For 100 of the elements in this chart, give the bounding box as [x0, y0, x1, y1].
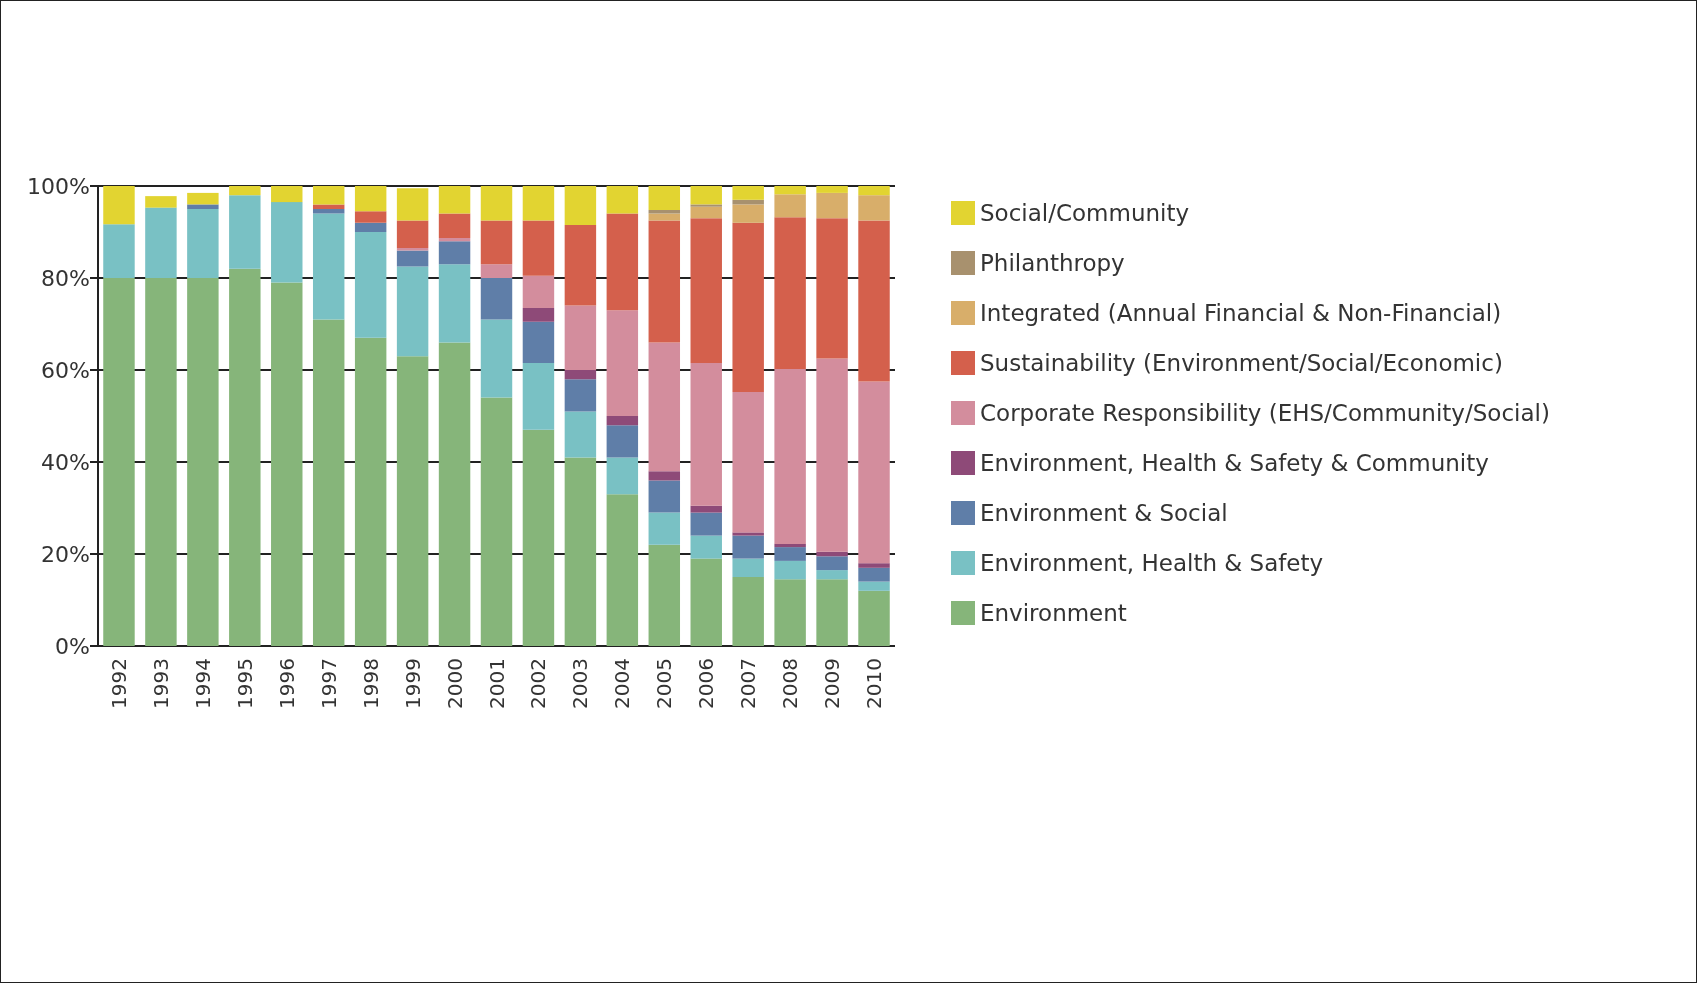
bar	[648, 544, 681, 646]
bar	[816, 579, 848, 646]
legend-label: Environment & Social	[980, 500, 1228, 526]
bar	[564, 305, 597, 370]
bar	[816, 358, 848, 552]
bar	[354, 232, 387, 338]
y-tick-label: 60%	[41, 357, 90, 383]
bar	[522, 307, 555, 322]
legend-label: Environment	[980, 600, 1127, 626]
legend-label: Environment, Health & Safety	[980, 550, 1324, 576]
bar	[438, 186, 471, 214]
bar	[648, 480, 681, 513]
bar	[354, 211, 387, 223]
bar	[774, 217, 806, 370]
bar	[732, 532, 764, 536]
bar	[858, 590, 890, 646]
bar	[690, 206, 722, 219]
bar	[858, 567, 890, 582]
bar	[438, 264, 471, 343]
bar	[522, 275, 555, 308]
bar	[648, 213, 681, 221]
bar	[858, 220, 890, 382]
bar	[732, 222, 764, 393]
bar	[606, 213, 639, 311]
x-tick-label: 1996	[274, 658, 299, 709]
bar	[606, 494, 639, 646]
bar	[103, 186, 135, 225]
y-tick-label: 100%	[27, 173, 90, 199]
bar	[103, 278, 135, 646]
x-tick-label: 1994	[190, 658, 215, 709]
x-tick-label: 2009	[820, 658, 845, 709]
bar	[312, 213, 345, 320]
x-tick-label: 1997	[316, 658, 341, 709]
x-tick-label: 2006	[694, 658, 719, 709]
bar	[732, 392, 764, 533]
x-tick-label: 2001	[484, 658, 509, 709]
bar	[271, 202, 303, 283]
x-tick-label: 2000	[442, 658, 467, 709]
bar	[187, 209, 219, 278]
bar	[648, 512, 681, 545]
bar	[438, 241, 471, 265]
bar	[145, 196, 177, 208]
y-tick-label: 20%	[41, 541, 90, 567]
bar	[145, 278, 177, 646]
bar	[438, 213, 471, 238]
bar	[271, 186, 303, 203]
bar	[564, 370, 597, 380]
bar	[522, 429, 555, 646]
bar	[816, 570, 848, 580]
x-tick-label: 1999	[400, 658, 425, 709]
bar	[354, 222, 387, 232]
bar	[732, 186, 764, 200]
bar	[858, 381, 890, 564]
x-tick-label: 1998	[358, 658, 383, 709]
bar	[229, 195, 261, 269]
bar	[480, 397, 513, 646]
bar	[648, 471, 681, 481]
bar	[606, 310, 639, 416]
x-tick-label: 2010	[862, 658, 887, 709]
bar	[480, 278, 513, 320]
bar	[732, 577, 764, 646]
bar	[271, 282, 303, 646]
x-tick-label: 2004	[610, 658, 635, 709]
bar	[690, 363, 722, 506]
bar	[648, 209, 681, 214]
bar	[564, 379, 597, 412]
bar	[312, 319, 345, 646]
bar	[522, 186, 555, 221]
bar	[480, 319, 513, 398]
bar	[690, 535, 722, 559]
bar	[438, 342, 471, 646]
bar	[396, 266, 429, 357]
bar	[690, 186, 722, 205]
bar	[816, 218, 848, 359]
x-tick-label: 2005	[652, 658, 677, 709]
bar	[648, 186, 681, 210]
bar	[690, 512, 722, 536]
y-tick-label: 40%	[41, 449, 90, 475]
bar	[816, 192, 848, 219]
bar	[606, 416, 639, 426]
bar	[396, 220, 429, 249]
bar	[522, 321, 555, 364]
bar	[438, 237, 471, 242]
bar	[354, 186, 387, 212]
bar	[690, 218, 722, 364]
bar	[103, 224, 135, 278]
bar	[564, 225, 597, 306]
bar	[774, 560, 806, 580]
x-tick-label: 2008	[778, 658, 803, 709]
y-tick-label: 0%	[55, 633, 90, 659]
legend-label: Environment, Health & Safety & Community	[980, 450, 1489, 476]
bar	[229, 186, 261, 196]
bar	[606, 457, 639, 495]
x-tick-label: 1992	[106, 658, 131, 709]
bar	[522, 363, 555, 430]
legend-label: Social/Community	[980, 200, 1190, 226]
x-tick-label: 2007	[736, 658, 761, 709]
bar	[606, 425, 639, 458]
bar	[774, 543, 806, 548]
bar	[480, 186, 513, 221]
